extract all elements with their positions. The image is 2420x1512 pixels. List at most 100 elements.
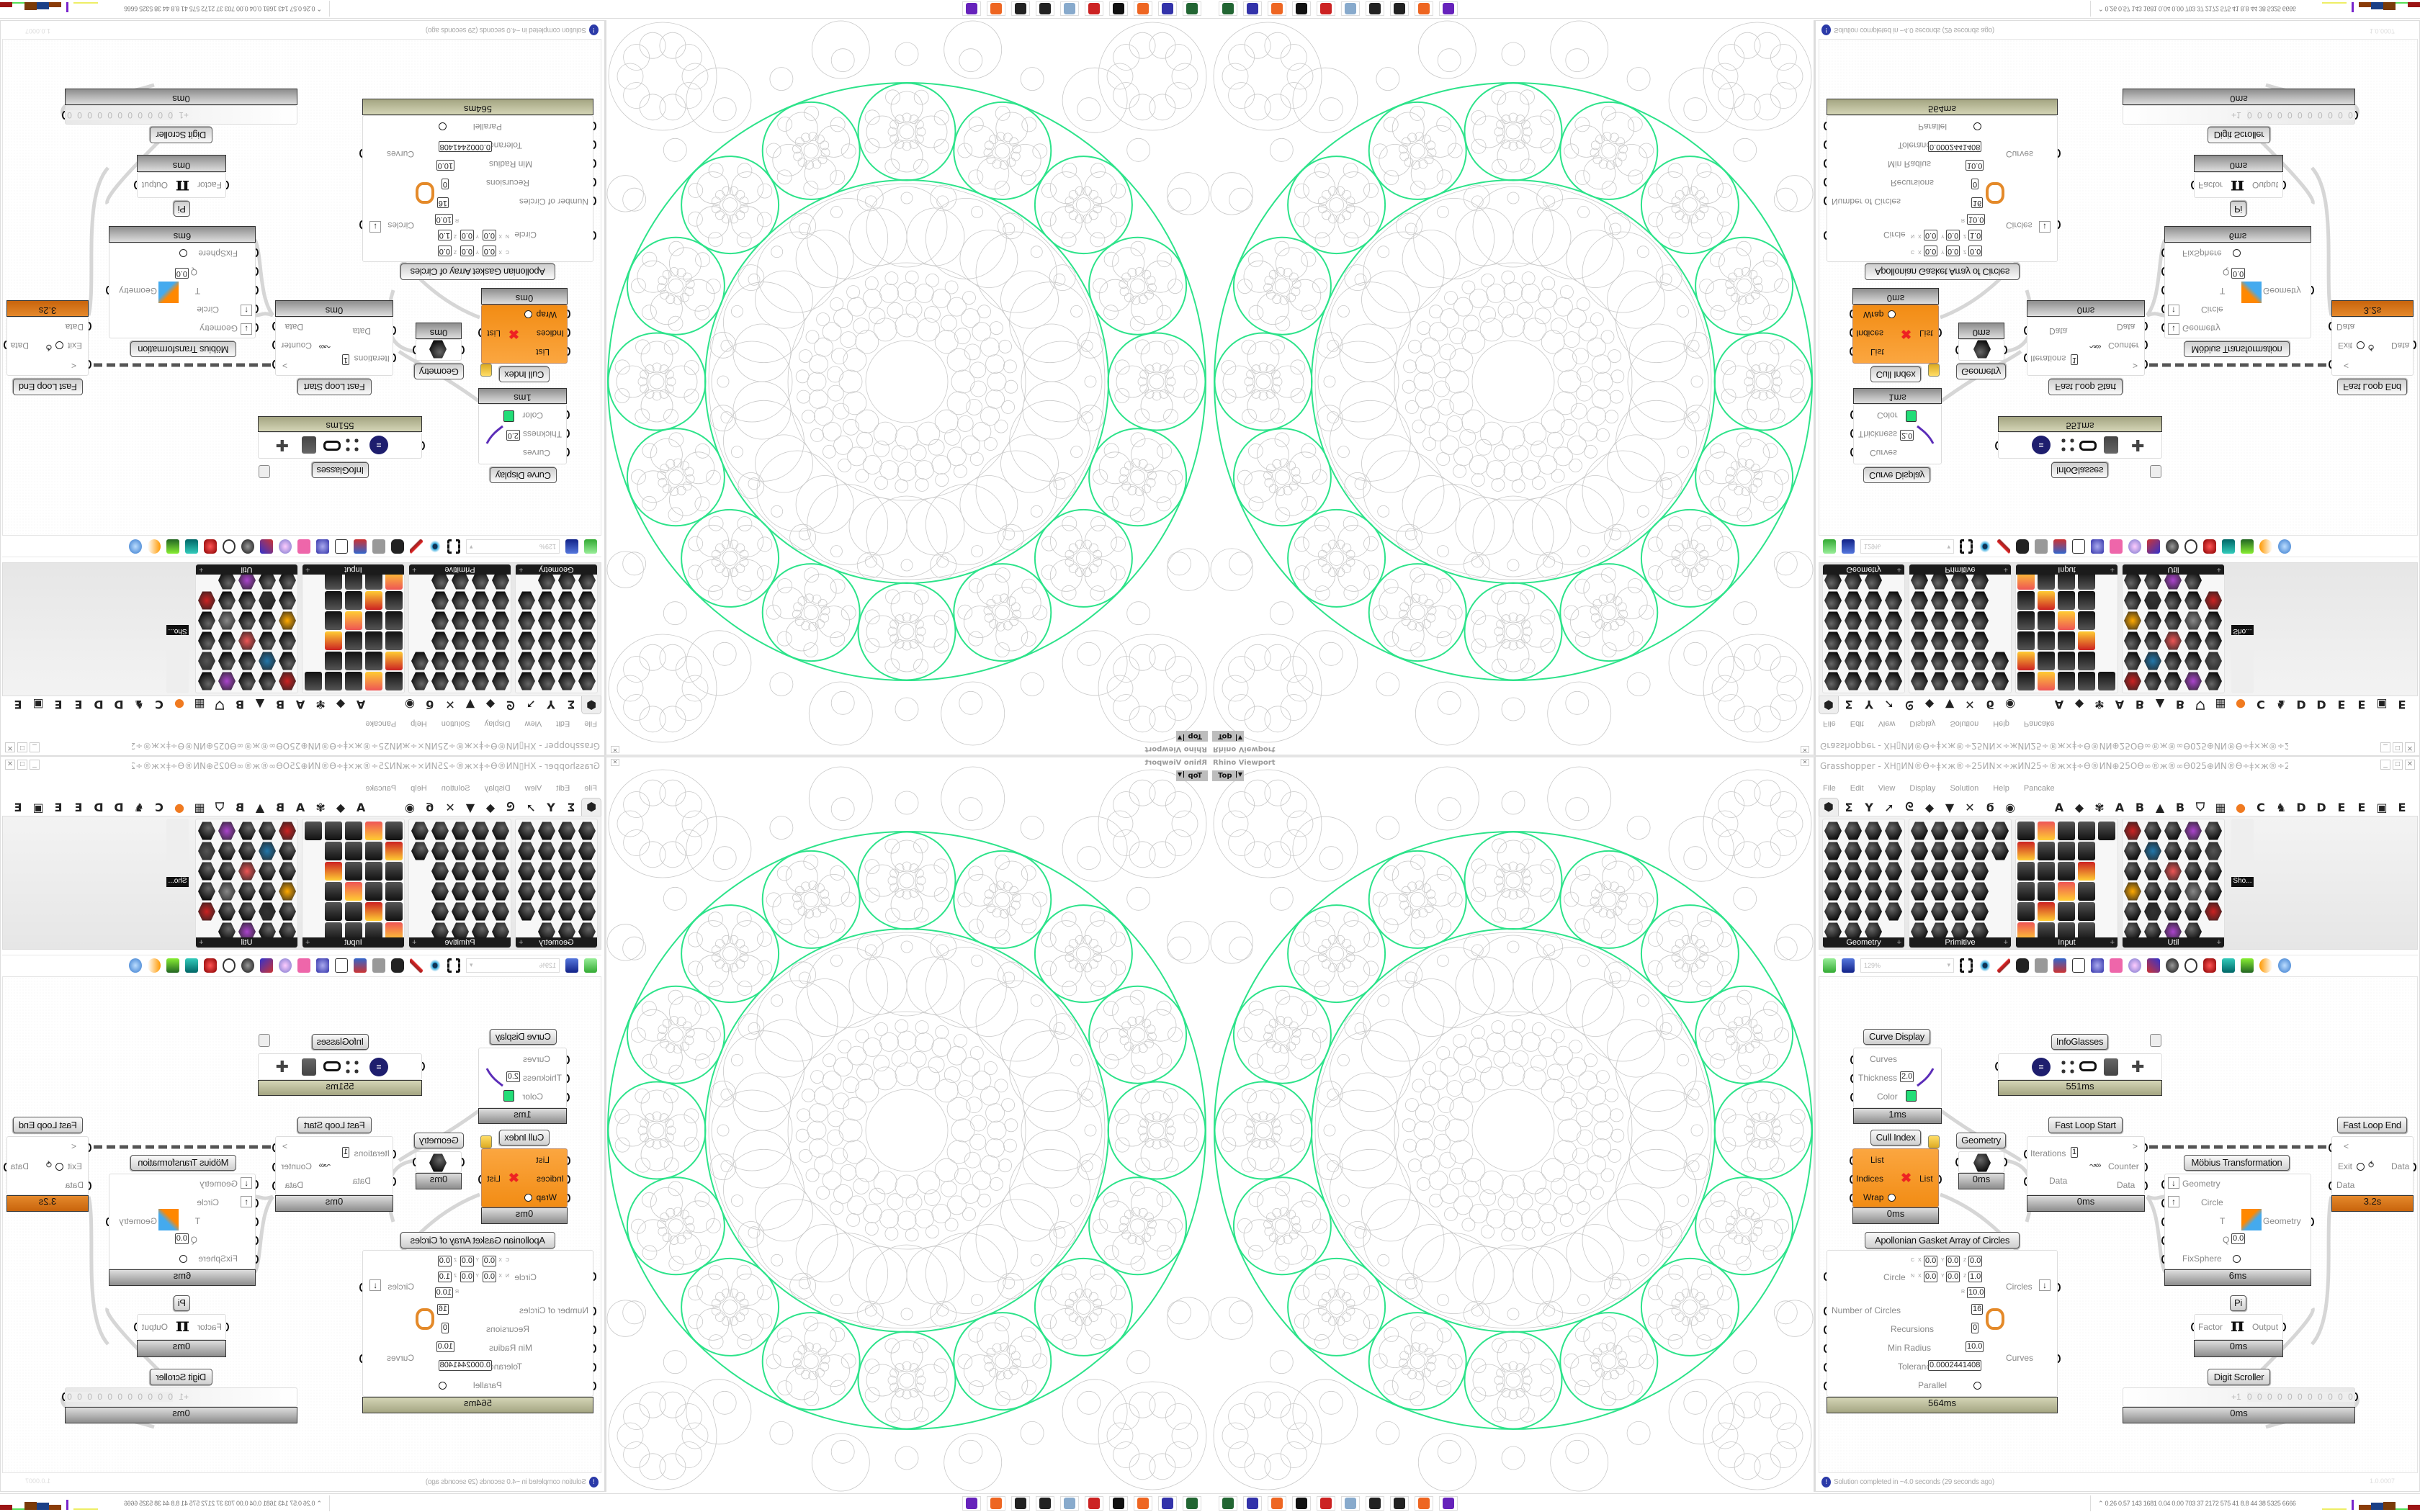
component-icon[interactable] (1931, 591, 1948, 610)
component-icon[interactable] (198, 902, 215, 921)
min-radius-value[interactable]: 10.0 (1966, 160, 1984, 171)
output-port[interactable] (2283, 1323, 2286, 1331)
window-icon[interactable] (335, 539, 348, 554)
plugin-tab[interactable]: A (2054, 698, 2064, 712)
output-port[interactable] (272, 322, 278, 330)
comment-bubble-icon[interactable] (259, 465, 270, 478)
component-icon[interactable] (2124, 882, 2141, 901)
component-icon[interactable] (2144, 672, 2161, 690)
component-icon[interactable] (558, 822, 575, 840)
component-icon[interactable] (1911, 842, 1928, 860)
save-file-icon[interactable] (565, 539, 578, 554)
output-port[interactable] (413, 1158, 418, 1166)
rhino-viewport[interactable]: Rhino Viewport ✕ Top ▼ (1210, 20, 1815, 756)
component-icon[interactable] (472, 611, 489, 630)
component-icon[interactable] (238, 822, 256, 840)
component-icon[interactable] (325, 902, 342, 921)
component-icon[interactable] (1885, 842, 1902, 860)
tab-icon[interactable]: ◆ (1924, 698, 1935, 712)
input-port[interactable] (564, 448, 570, 456)
zoom-extents-icon[interactable] (1960, 958, 1973, 973)
input-port[interactable] (1824, 1307, 1827, 1315)
taskbar-app-button[interactable] (987, 1, 1005, 16)
menu-help[interactable]: Help (1993, 784, 2009, 793)
component-icon[interactable] (345, 822, 362, 840)
cluster-icon[interactable] (2016, 539, 2029, 554)
plugin-tab[interactable]: ▦ (194, 800, 205, 814)
viewport-close-icon[interactable]: ✕ (611, 759, 619, 766)
taskbar-app-button[interactable] (987, 1496, 1005, 1511)
component-icon[interactable] (578, 631, 596, 650)
menu-view[interactable]: View (1878, 719, 1896, 728)
component-icon[interactable] (2017, 902, 2035, 921)
component-icon[interactable] (365, 822, 382, 840)
number-of-circles-value[interactable]: 16 (436, 197, 449, 208)
component-icon[interactable] (431, 902, 449, 921)
comment-bubble-icon[interactable] (1928, 364, 1940, 377)
tab-icon[interactable]: ◉ (2005, 800, 2015, 814)
view-selector[interactable]: Top ▼ (1176, 770, 1208, 781)
component-icon[interactable] (385, 882, 403, 901)
component-icon[interactable] (2017, 652, 2035, 670)
taskbar-app-button[interactable] (1134, 1, 1152, 16)
component-icon[interactable] (365, 631, 382, 650)
tab-icon[interactable]: ➚ (526, 800, 536, 814)
component-icon[interactable] (2144, 862, 2161, 881)
input-port[interactable] (1850, 310, 1855, 318)
cluster-icon[interactable] (2016, 958, 2029, 973)
puzzle-icon[interactable]: ✚ (275, 436, 289, 454)
zoom-select[interactable]: 129% (1860, 539, 1954, 554)
component-icon[interactable] (431, 591, 449, 610)
component-icon[interactable] (259, 822, 276, 840)
input-port[interactable] (591, 159, 596, 168)
n-z-value[interactable]: 1.0 (1968, 230, 1983, 240)
input-port[interactable] (1824, 1326, 1827, 1334)
menu-file[interactable]: File (584, 784, 597, 793)
tab-icon[interactable]: ⬢ (581, 696, 601, 714)
component-icon[interactable] (1885, 822, 1902, 840)
taskbar-app-button[interactable] (1060, 1496, 1079, 1511)
shaded-icon[interactable] (2166, 539, 2179, 554)
input-port[interactable] (2024, 1150, 2027, 1158)
component-icon[interactable] (1951, 822, 1968, 840)
sketch-icon[interactable] (410, 539, 423, 554)
tab-icon[interactable]: ◉ (405, 800, 415, 814)
save-file-icon[interactable] (565, 958, 578, 973)
output-port[interactable] (2142, 360, 2148, 369)
equals-icon[interactable]: = (369, 436, 388, 454)
component-icon[interactable] (325, 882, 342, 901)
component-icon[interactable] (1824, 862, 1842, 881)
taskbar-app-button[interactable] (962, 1496, 981, 1511)
arrow-down-icon[interactable]: ↓ (2168, 1177, 2179, 1189)
plugin-tab[interactable]: A (2054, 800, 2064, 814)
input-port[interactable] (253, 1255, 259, 1264)
component-icon[interactable] (452, 672, 469, 690)
component-icon[interactable] (1865, 902, 1882, 921)
taskbar-app-button[interactable] (1085, 1, 1103, 16)
input-port[interactable] (1824, 122, 1829, 130)
output-port[interactable] (2280, 181, 2286, 189)
menu-pancake[interactable]: Pancake (2023, 784, 2055, 793)
color-swatch[interactable] (1906, 410, 1917, 422)
tab-icon[interactable]: ᘓ (506, 800, 515, 814)
component-icon[interactable] (325, 652, 342, 670)
component-icon[interactable] (2144, 842, 2161, 860)
component-icon[interactable] (1885, 902, 1902, 921)
component-icon[interactable] (218, 631, 236, 650)
tab-icon[interactable]: ϭ (1986, 800, 1994, 814)
taskbar-app-button[interactable] (962, 1, 981, 16)
panel-primitive-label[interactable]: Primitive + (409, 937, 511, 948)
component-icon[interactable] (2038, 902, 2055, 921)
thickness-value[interactable]: 2.0 (506, 1071, 520, 1082)
component-icon[interactable] (2205, 631, 2222, 650)
parallel-toggle[interactable] (1973, 1382, 1981, 1390)
glasses-icon[interactable] (323, 441, 341, 451)
plugin-tab[interactable]: ▣ (32, 800, 44, 814)
n-z-value[interactable]: 1.0 (437, 230, 452, 240)
plugin-tab[interactable]: ▲ (2155, 698, 2165, 712)
component-icon[interactable] (1885, 591, 1902, 610)
plugin-tab[interactable]: ▲ (255, 698, 265, 712)
sphere-icon[interactable] (148, 958, 161, 973)
taskbar-app-button[interactable] (1183, 1, 1201, 16)
component-icon[interactable] (518, 591, 535, 610)
